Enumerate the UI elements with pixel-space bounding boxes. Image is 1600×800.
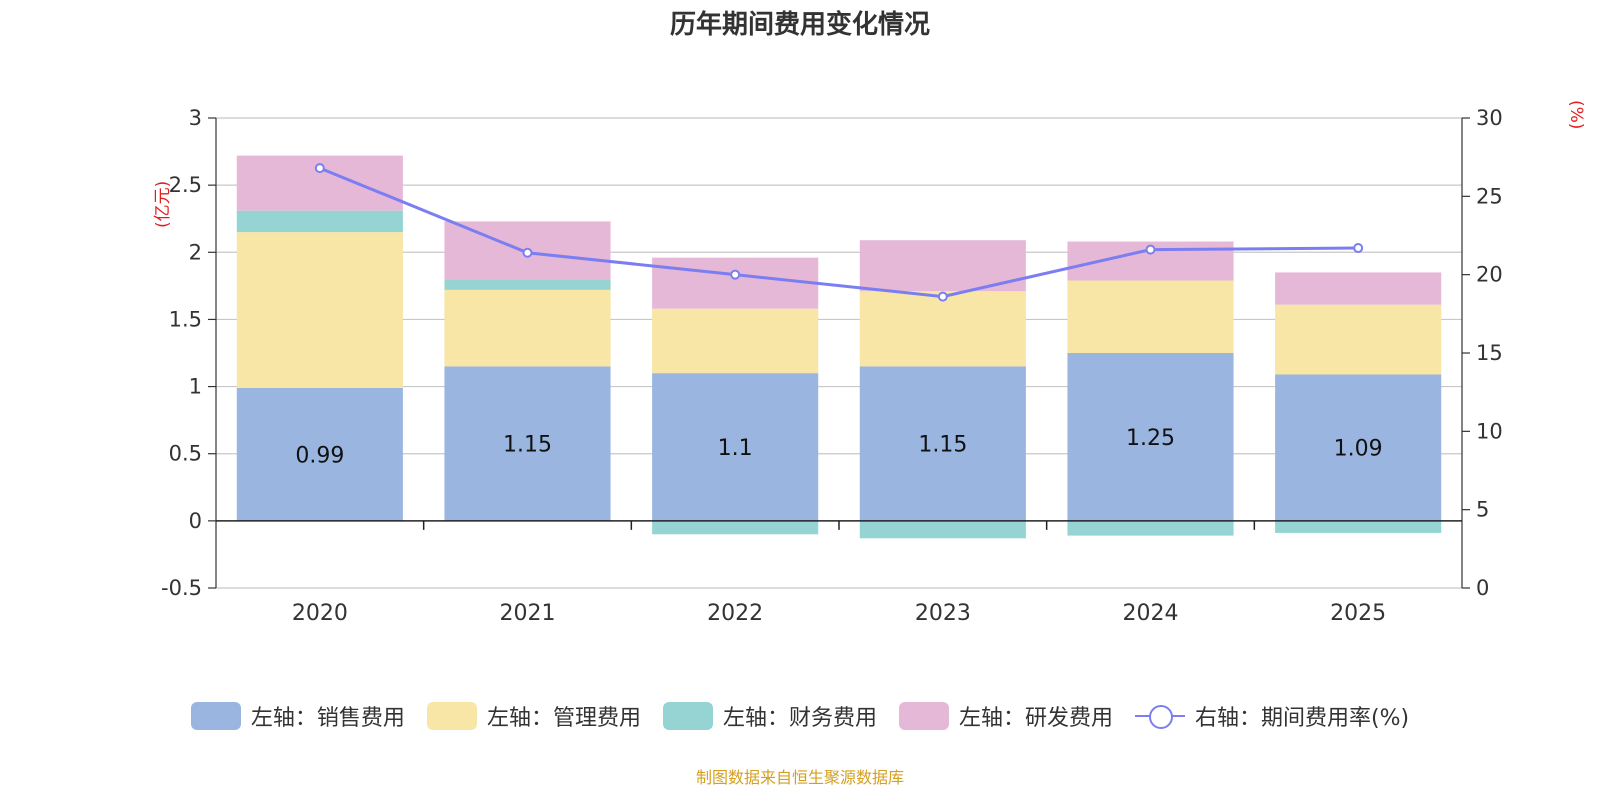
right-tick-label: 30	[1476, 106, 1503, 130]
expense-ratio-point	[314, 163, 325, 174]
bar-value-label: 1.1	[718, 436, 753, 461]
legend-label-admin: 左轴：管理费用	[486, 706, 641, 731]
category-label: 2021	[500, 601, 556, 626]
chart-legend: 左轴：销售费用 左轴：管理费用 左轴：财务费用 左轴：研发费用 右轴：期间费用率…	[0, 700, 1600, 732]
legend-label-sales: 左轴：销售费用	[250, 706, 405, 731]
bar-segment-1-2025	[1275, 374, 1442, 521]
legend-swatch-expense-ratio	[1134, 702, 1185, 730]
expense-ratio-point	[937, 291, 948, 302]
legend-item-admin[interactable]: 左轴：管理费用	[426, 700, 641, 732]
left-tick-label: 0.5	[169, 442, 202, 466]
bar-segment-1-2020	[236, 387, 403, 521]
right-tick-label: 5	[1476, 498, 1489, 522]
expense-ratio-point	[730, 269, 741, 280]
category-label: 2020	[292, 601, 348, 626]
expense-ratio-point	[1145, 244, 1156, 255]
legend-item-expense-ratio[interactable]: 右轴：期间费用率(%)	[1134, 700, 1410, 732]
legend-item-sales[interactable]: 左轴：销售费用	[190, 700, 405, 732]
legend-label-rnd: 左轴：研发费用	[958, 706, 1113, 731]
expense-ratio-point	[1353, 243, 1364, 254]
right-tick-label: 0	[1476, 576, 1489, 600]
left-tick-label: 2.5	[169, 173, 202, 197]
data-source-note: 制图数据来自恒生聚源数据库	[695, 768, 904, 787]
bar-segment-1-2024	[1067, 353, 1234, 521]
bar-value-label: 1.15	[503, 433, 552, 458]
bar-segment-3-2025	[1275, 520, 1442, 533]
bar-segment-3-2023	[859, 520, 1026, 539]
legend-swatch-admin	[426, 702, 477, 730]
bar-value-label: 1.25	[1126, 426, 1175, 451]
legend-label-expense-ratio: 右轴：期间费用率(%)	[1194, 706, 1410, 731]
legend-swatch-rnd	[898, 702, 949, 730]
bar-segment-1-2022	[652, 373, 819, 521]
bar-segment-3-2022	[652, 520, 819, 535]
bar-segment-2-2023	[859, 291, 1026, 367]
legend-item-finance[interactable]: 左轴：财务费用	[662, 700, 877, 732]
right-tick-label: 20	[1476, 263, 1503, 287]
legend-swatch-finance	[662, 702, 713, 730]
category-label: 2023	[915, 601, 971, 626]
category-label: 2022	[707, 601, 763, 626]
expense-ratio-point	[522, 247, 533, 258]
left-tick-label: -0.5	[161, 576, 202, 600]
bar-segment-2-2025	[1275, 304, 1442, 375]
bar-segment-2-2024	[1067, 280, 1234, 353]
bar-segment-4-2022	[652, 257, 819, 309]
bar-segment-3-2021	[444, 279, 611, 290]
left-tick-label: 1.5	[169, 307, 202, 331]
left-tick-label: 1	[189, 375, 202, 399]
bar-value-label: 1.15	[918, 433, 967, 458]
right-tick-label: 15	[1476, 341, 1503, 365]
legend-swatch-sales	[190, 702, 241, 730]
bar-segment-1-2023	[859, 366, 1026, 521]
left-tick-label: 3	[189, 106, 202, 130]
right-tick-label: 25	[1476, 184, 1503, 208]
bar-segment-2-2022	[652, 308, 819, 374]
legend-label-finance: 左轴：财务费用	[722, 706, 877, 731]
chart-title: 历年期间费用变化情况	[669, 10, 930, 40]
category-label: 2024	[1123, 601, 1179, 626]
bar-segment-2-2021	[444, 289, 611, 367]
right-tick-label: 10	[1476, 419, 1503, 443]
bar-value-label: 0.99	[295, 443, 344, 468]
expense-ratio-line	[319, 166, 1359, 299]
bar-segment-1-2021	[444, 366, 611, 521]
legend-item-rnd[interactable]: 左轴：研发费用	[898, 700, 1113, 732]
bar-value-label: 1.09	[1334, 437, 1383, 462]
bar-segment-2-2020	[236, 232, 403, 388]
bar-segment-4-2025	[1275, 272, 1442, 305]
bar-segment-3-2024	[1067, 520, 1234, 536]
left-tick-label: 2	[189, 240, 202, 264]
left-tick-label: 0	[189, 509, 202, 533]
bar-segment-3-2020	[236, 210, 403, 233]
category-label: 2025	[1330, 601, 1386, 626]
